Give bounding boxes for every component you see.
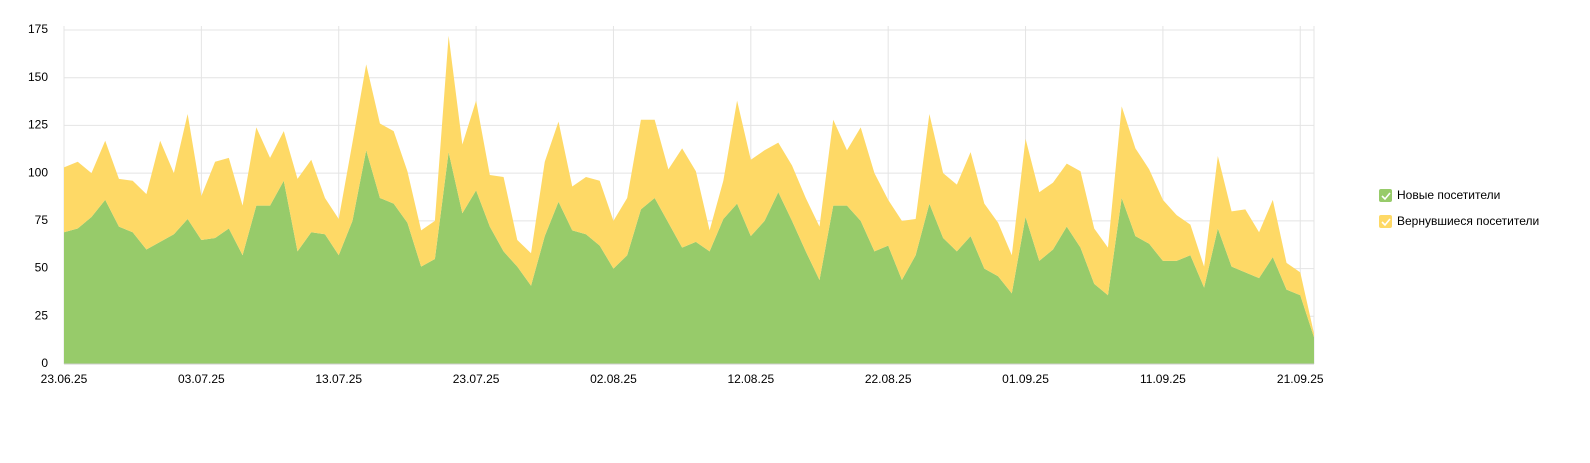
- x-tick-label: 21.09.25: [1277, 372, 1324, 386]
- x-tick-label: 22.08.25: [865, 372, 912, 386]
- legend-checkbox[interactable]: [1379, 189, 1392, 202]
- x-tick-label: 13.07.25: [315, 372, 362, 386]
- area: [64, 150, 1314, 364]
- legend-check: [1381, 218, 1391, 227]
- x-tick-label: 23.07.25: [453, 372, 500, 386]
- x-tick-label: 11.09.25: [1140, 372, 1186, 386]
- y-tick-label: 0: [41, 356, 48, 370]
- x-tick-label: 23.06.25: [41, 372, 88, 386]
- y-tick-label: 75: [35, 213, 49, 227]
- y-tick-label: 175: [28, 22, 48, 36]
- legend-label[interactable]: Вернувшиеся посетители: [1397, 214, 1539, 228]
- x-tick-label: 01.09.25: [1002, 372, 1049, 386]
- y-tick-label: 50: [35, 261, 49, 275]
- legend-label[interactable]: Новые посетители: [1397, 188, 1500, 202]
- x-tick-label: 03.07.25: [178, 372, 225, 386]
- y-tick-label: 100: [28, 165, 48, 179]
- legend-checkbox[interactable]: [1379, 215, 1392, 228]
- area: [64, 35, 1314, 338]
- y-tick-label: 125: [28, 118, 48, 132]
- y-tick-label: 150: [28, 70, 48, 84]
- x-tick-label: 02.08.25: [590, 372, 637, 386]
- y-tick-label: 25: [35, 308, 49, 322]
- legend-check: [1381, 192, 1391, 201]
- x-tick-label: 12.08.25: [727, 372, 774, 386]
